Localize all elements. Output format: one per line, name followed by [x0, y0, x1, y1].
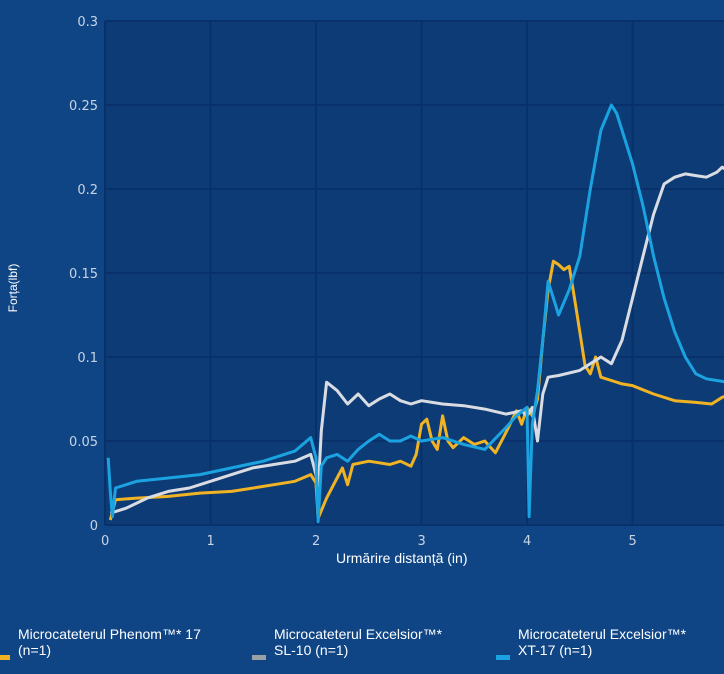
- x-tick-label-1: 1: [207, 534, 215, 549]
- x-tick-label-3: 3: [418, 534, 426, 549]
- legend-label-phenom: Microcateterul Phenom™* 17 (n=1): [18, 626, 201, 658]
- legend-swatch-phenom: [0, 655, 10, 660]
- tick-labels: 0 1 2 3 4 5 0 0.05 0.1 0.15 0.2 0.25 0.3: [69, 15, 637, 549]
- y-tick-label-4: 0.2: [77, 183, 98, 198]
- grid-lines: [104, 20, 724, 526]
- x-axis-label: Urmărire distanță (in): [336, 550, 468, 566]
- series-line-2: [106, 103, 724, 524]
- y-axis-label: Forța(lbf): [6, 263, 20, 313]
- legend-label-xt17: Microcateterul Excelsior™* XT-17 (n=1): [518, 626, 687, 658]
- legend-item-sl10: Microcateterul Excelsior™* SL-10 (n=1): [252, 626, 442, 660]
- x-tick-label-0: 0: [101, 534, 109, 549]
- x-tick-label-5: 5: [629, 534, 637, 549]
- legend-item-xt17: Microcateterul Excelsior™* XT-17 (n=1): [496, 626, 686, 660]
- x-tick-label-2: 2: [312, 534, 320, 549]
- y-tick-label-1: 0.05: [69, 435, 98, 450]
- y-tick-label-2: 0.1: [77, 351, 98, 366]
- y-tick-label-3: 0.15: [69, 267, 98, 282]
- y-tick-label-6: 0.3: [77, 15, 98, 30]
- series-lines: [106, 103, 724, 524]
- series-line-1: [109, 165, 724, 515]
- legend-swatch-sl10: [252, 655, 266, 660]
- legend-item-phenom: Microcateterul Phenom™* 17 (n=1): [0, 626, 201, 660]
- y-tick-label-0: 0: [90, 519, 98, 534]
- legend-label-sl10: Microcateterul Excelsior™* SL-10 (n=1): [274, 626, 443, 658]
- x-tick-label-4: 4: [523, 534, 531, 549]
- legend-swatch-xt17: [496, 655, 510, 660]
- y-tick-label-5: 0.25: [69, 99, 98, 114]
